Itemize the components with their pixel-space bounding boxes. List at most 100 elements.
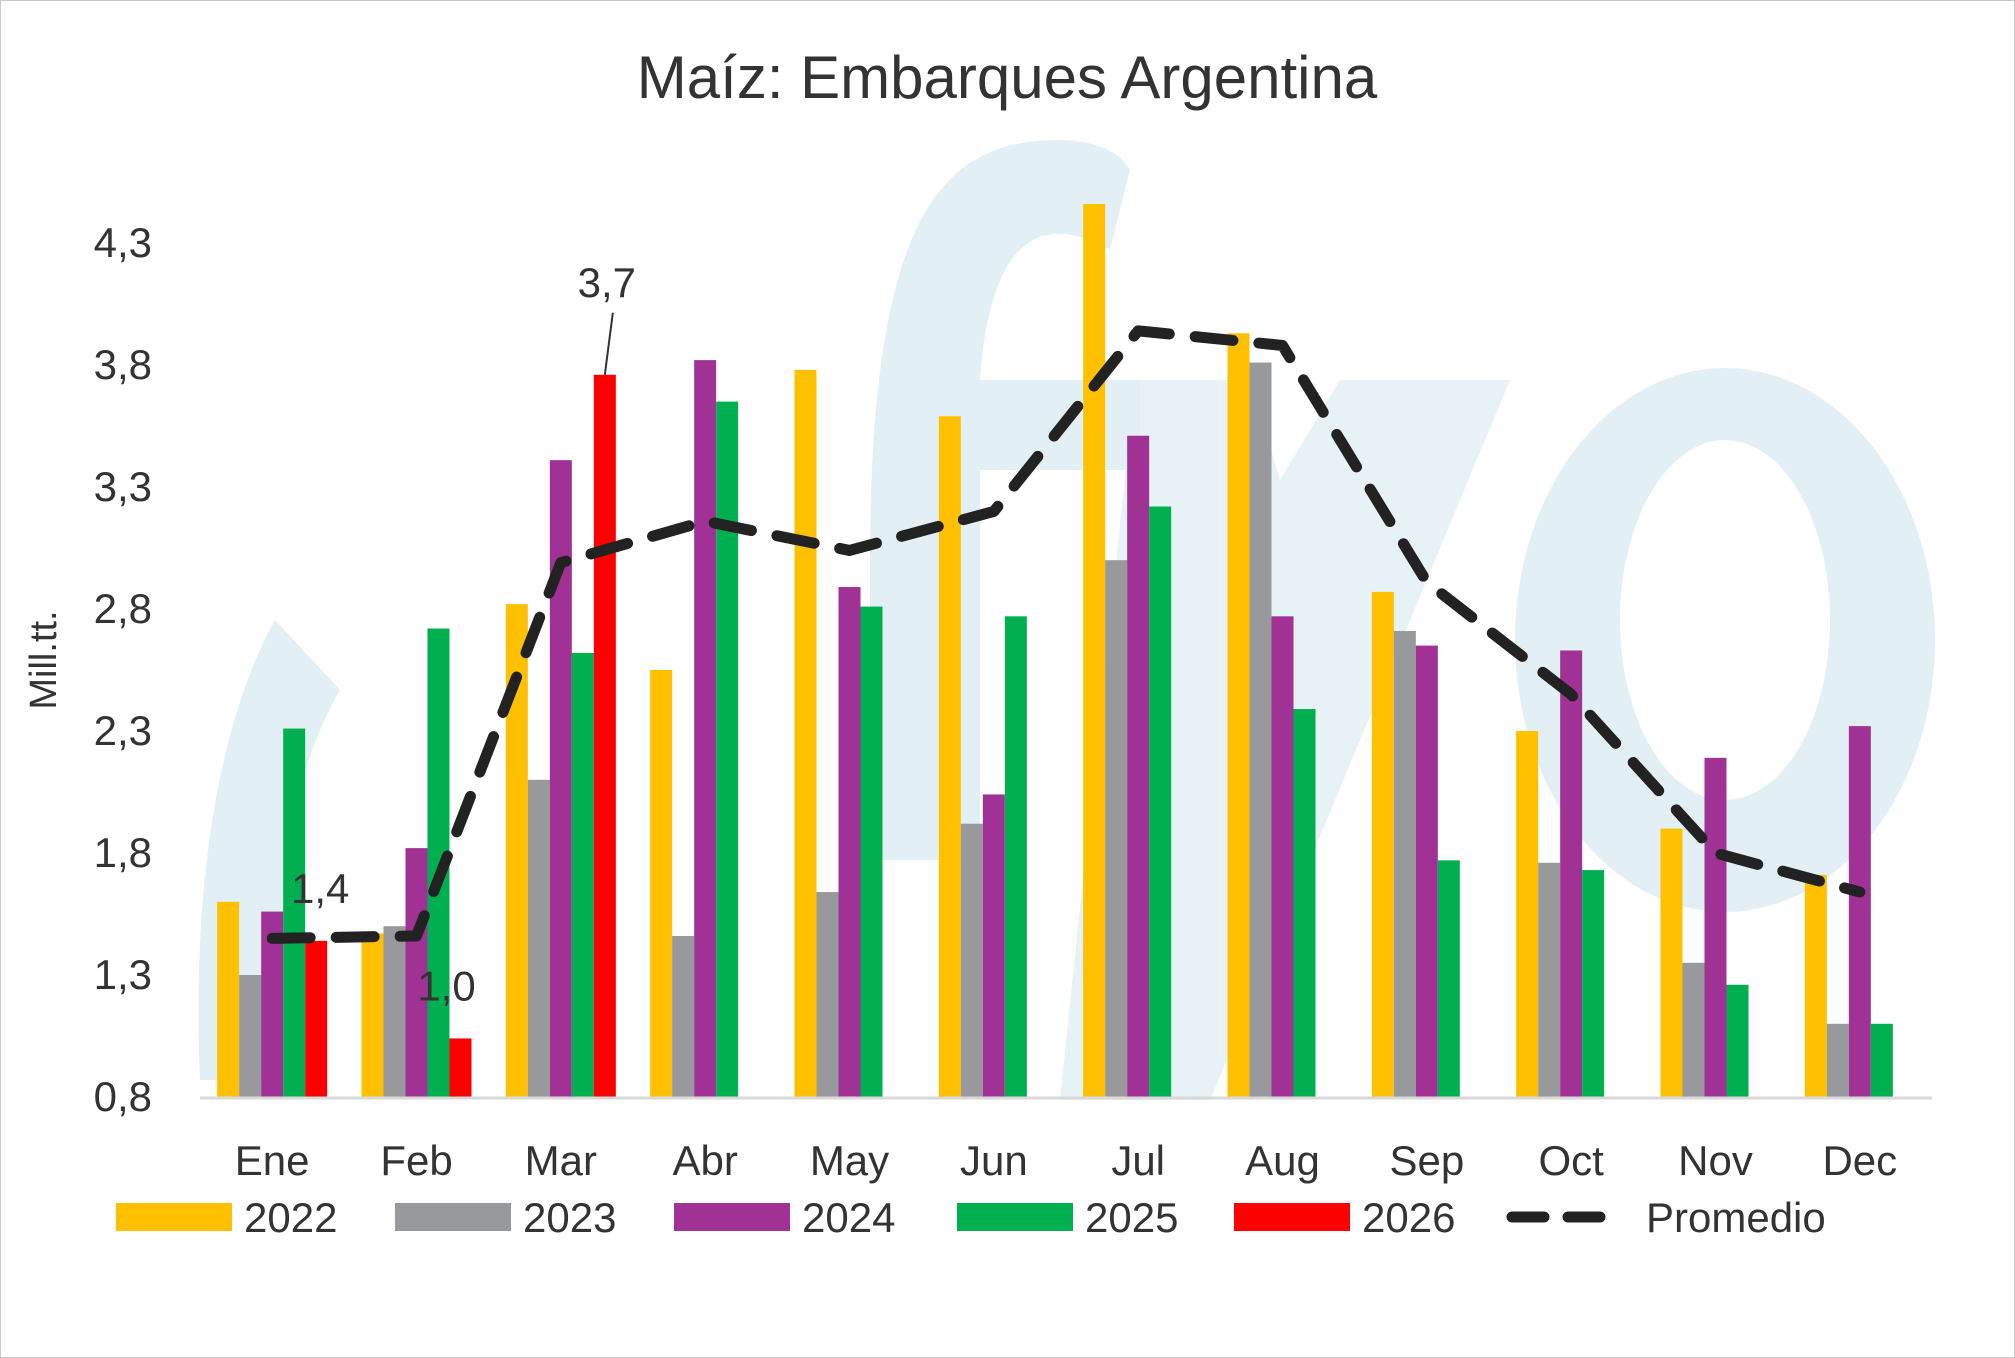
x-tick-label: Ene: [235, 1137, 310, 1184]
x-tick-label: Oct: [1538, 1137, 1604, 1184]
y-tick-label: 2,8: [94, 585, 152, 632]
bar-2024-Jul: [1127, 435, 1150, 1097]
bar-2024-Sep: [1415, 645, 1438, 1097]
data-labels: 1,4 1,0 3,7: [291, 259, 636, 1010]
legend-label: 2026: [1362, 1194, 1455, 1241]
y-tick-label: 0,8: [94, 1073, 152, 1120]
legend-label: 2024: [802, 1194, 895, 1241]
y-tick-label: 1,8: [94, 829, 152, 876]
bar-2022-May: [794, 369, 817, 1097]
bar-2025-May: [860, 606, 883, 1097]
x-tick-label: Mar: [525, 1137, 597, 1184]
bar-2024-Nov: [1704, 757, 1727, 1097]
x-tick-label: May: [810, 1137, 889, 1184]
bar-2022-Oct: [1516, 731, 1539, 1097]
average-line-path: [266, 325, 1866, 944]
bar-2025-Jul: [1149, 506, 1172, 1097]
bar-2023-Feb: [383, 926, 406, 1097]
legend-item-promedio: Promedio: [1506, 1194, 1826, 1241]
bar-2025-Sep: [1437, 860, 1460, 1097]
bar-2025-Aug: [1293, 709, 1316, 1097]
x-tick-label: Sep: [1389, 1137, 1464, 1184]
x-tick-label: Aug: [1245, 1137, 1320, 1184]
bar-2022-Feb: [361, 933, 384, 1097]
bar-2022-Jun: [938, 416, 961, 1097]
y-tick-label: 2,3: [94, 707, 152, 754]
legend-item-2022: 2022: [116, 1194, 337, 1241]
bar-2025-Mar: [571, 652, 594, 1097]
bar-2023-Sep: [1393, 630, 1416, 1097]
bar-2026-Feb: [449, 1038, 472, 1097]
bar-2024-Ene: [261, 911, 284, 1097]
bar-2024-Dec: [1848, 726, 1871, 1097]
bar-2022-Aug: [1227, 333, 1250, 1097]
bar-2024-Feb: [405, 848, 428, 1097]
bar-2024-Oct: [1560, 650, 1583, 1097]
y-tick-label: 1,3: [94, 951, 152, 998]
bar-2023-Abr: [672, 935, 695, 1097]
legend-label: Promedio: [1646, 1194, 1826, 1241]
bar-2026-Mar: [593, 374, 616, 1097]
bar-2024-Mar: [549, 460, 572, 1097]
leader-line: [603, 312, 614, 375]
x-tick-label: Abr: [672, 1137, 737, 1184]
bar-2025-Oct: [1582, 870, 1605, 1097]
y-axis-ticks: 0,8 1,3 1,8 2,3 2,8 3,3 3,8 4,3: [94, 219, 152, 1120]
data-label: 1,0: [417, 962, 475, 1009]
legend-swatch: [116, 1203, 232, 1231]
x-tick-label: Jul: [1111, 1137, 1165, 1184]
bar-2022-Ene: [217, 901, 240, 1097]
bar-2025-Dec: [1870, 1023, 1893, 1097]
bar-2024-Abr: [694, 360, 717, 1097]
legend-label: 2025: [1085, 1194, 1178, 1241]
legend-item-2025: 2025: [957, 1194, 1178, 1241]
watermark-o-hole: [1620, 440, 1830, 800]
average-line: [266, 325, 1866, 944]
x-tick-label: Jun: [960, 1137, 1028, 1184]
x-tick-label: Dec: [1822, 1137, 1897, 1184]
x-axis-ticks: Ene Feb Mar Abr May Jun Jul Aug Sep Oct Nov Dec: [235, 1137, 1897, 1184]
bar-2023-Jun: [960, 823, 983, 1097]
bar-2022-Sep: [1371, 591, 1394, 1097]
chart-title: Maíz: Embarques Argentina: [637, 44, 1378, 111]
legend-label: 2023: [523, 1194, 616, 1241]
bar-2023-Dec: [1826, 1023, 1849, 1097]
bar-2022-Abr: [650, 670, 673, 1097]
legend-swatch: [395, 1203, 511, 1231]
x-tick-label: Feb: [380, 1137, 452, 1184]
bars: [217, 203, 1893, 1098]
bar-2022-Mar: [505, 604, 528, 1097]
bar-2023-May: [816, 892, 839, 1097]
data-label: 3,7: [578, 259, 636, 306]
legend-item-2023: 2023: [395, 1194, 616, 1241]
legend-item-2024: 2024: [674, 1194, 895, 1241]
y-tick-label: 3,8: [94, 341, 152, 388]
bar-2025-Abr: [716, 401, 739, 1098]
x-tick-label: Nov: [1678, 1137, 1753, 1184]
y-axis-label: Mill.tt.: [23, 610, 65, 709]
bar-2025-Jun: [1004, 616, 1027, 1097]
legend-swatch: [674, 1203, 790, 1231]
bar-2023-Oct: [1538, 862, 1561, 1097]
bar-2023-Jul: [1105, 560, 1128, 1097]
bar-2023-Aug: [1249, 362, 1272, 1097]
y-tick-label: 4,3: [94, 219, 152, 266]
bar-2023-Ene: [239, 975, 262, 1097]
bar-2026-Ene: [305, 940, 328, 1097]
bar-2025-Feb: [427, 628, 450, 1097]
bar-2022-Jul: [1083, 203, 1106, 1097]
legend-label: 2022: [244, 1194, 337, 1241]
bar-2023-Nov: [1682, 962, 1705, 1097]
bar-2025-Nov: [1726, 984, 1749, 1097]
bar-2024-Jun: [982, 794, 1005, 1097]
bar-2024-Aug: [1271, 616, 1294, 1097]
bar-2025-Ene: [283, 728, 306, 1097]
bar-2024-May: [838, 587, 861, 1097]
bar-2023-Mar: [527, 779, 550, 1097]
legend-swatch: [1234, 1203, 1350, 1231]
data-label: 1,4: [291, 865, 349, 912]
legend: 2022 2023 2024 2025 2026 Promedio: [116, 1194, 1826, 1241]
legend-swatch: [957, 1203, 1073, 1231]
bar-2022-Dec: [1804, 874, 1827, 1097]
